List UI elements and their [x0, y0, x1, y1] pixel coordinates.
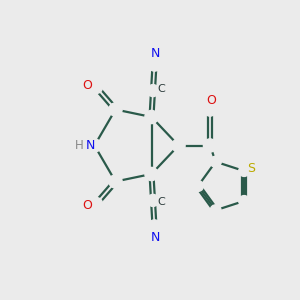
Text: C: C	[158, 84, 165, 94]
Circle shape	[89, 197, 103, 211]
Circle shape	[148, 58, 161, 71]
Circle shape	[210, 156, 221, 167]
Circle shape	[172, 139, 185, 152]
Circle shape	[210, 156, 221, 167]
Text: N: N	[150, 231, 160, 244]
Text: N: N	[150, 46, 160, 60]
Circle shape	[147, 85, 159, 97]
Circle shape	[109, 103, 122, 116]
Circle shape	[203, 103, 217, 116]
Circle shape	[89, 80, 103, 94]
Circle shape	[145, 110, 158, 124]
Circle shape	[109, 175, 122, 188]
Circle shape	[203, 139, 217, 152]
Circle shape	[147, 194, 159, 206]
Text: C: C	[158, 197, 165, 207]
Circle shape	[145, 167, 158, 181]
Circle shape	[148, 220, 161, 233]
Text: H: H	[74, 139, 83, 152]
Circle shape	[88, 139, 101, 152]
Text: O: O	[83, 199, 92, 212]
Circle shape	[239, 166, 250, 176]
Circle shape	[239, 196, 250, 206]
Text: S: S	[247, 162, 255, 175]
Text: N: N	[85, 139, 95, 152]
Text: O: O	[207, 94, 216, 107]
Circle shape	[210, 205, 221, 216]
Text: O: O	[83, 79, 92, 92]
Circle shape	[193, 181, 203, 191]
